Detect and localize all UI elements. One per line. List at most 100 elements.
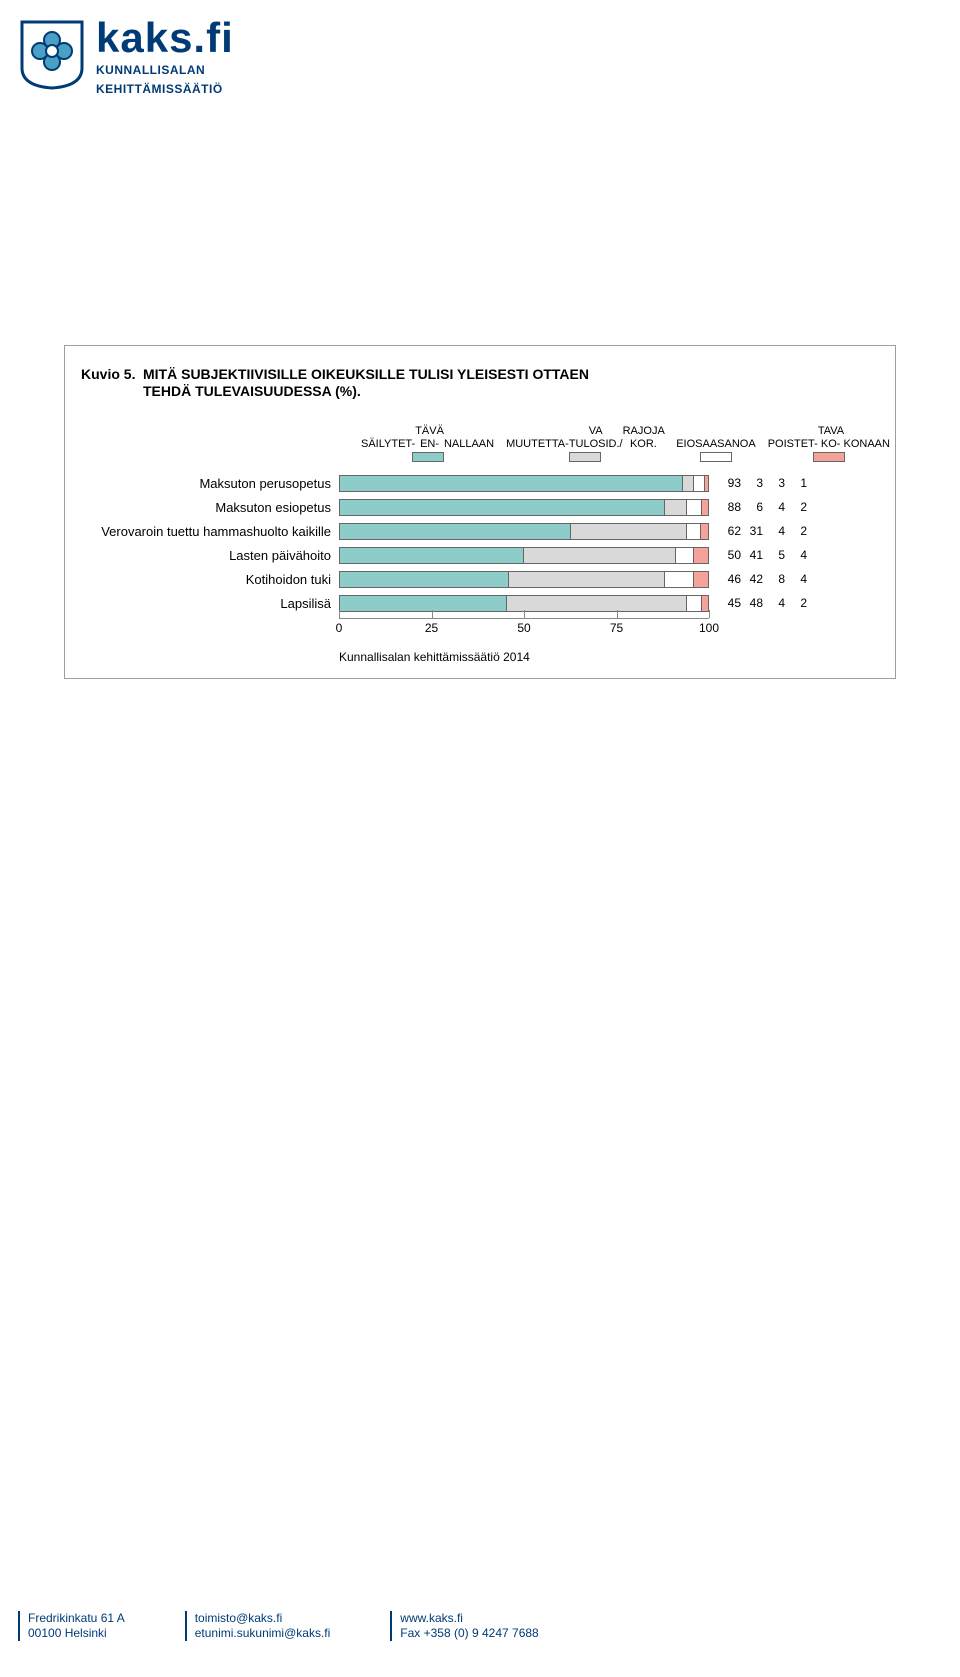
legend-label-line: SÄILYTET- bbox=[361, 438, 415, 450]
legend-label: POISTET-TAVA KO-KONAAN bbox=[768, 412, 890, 450]
bar-segment bbox=[524, 547, 676, 564]
bar-segment bbox=[683, 475, 694, 492]
bar-value: 2 bbox=[785, 524, 807, 538]
bar-segment bbox=[339, 523, 571, 540]
legend-swatch bbox=[569, 452, 601, 462]
chart-title: MITÄ SUBJEKTIIVISILLE OIKEUKSILLE TULISI… bbox=[143, 366, 589, 400]
bar-category-label: Kotihoidon tuki bbox=[246, 572, 331, 587]
bar-value: 6 bbox=[741, 500, 763, 514]
legend-label: EIOSAASANOA bbox=[676, 412, 756, 450]
bar-values: 454842 bbox=[719, 596, 807, 610]
bar-values: 464284 bbox=[719, 572, 807, 586]
bar-value: 41 bbox=[741, 548, 763, 562]
bar-segment bbox=[676, 547, 695, 564]
plot-area: Maksuton perusopetus93331Maksuton esiope… bbox=[339, 474, 709, 646]
bar-stack bbox=[339, 475, 709, 492]
bar-category-label: Lapsilisä bbox=[280, 596, 331, 611]
bar-row: Lasten päivähoito504154 bbox=[339, 546, 709, 567]
footer-line: Fredrikinkatu 61 A bbox=[28, 1611, 125, 1626]
axis-line bbox=[339, 618, 709, 619]
bar-value: 48 bbox=[741, 596, 763, 610]
bar-value: 3 bbox=[741, 476, 763, 490]
bar-segment bbox=[339, 595, 507, 612]
bar-category-label: Verovaroin tuettu hammashuolto kaikille bbox=[101, 524, 331, 539]
legend-label-line: KONAAN bbox=[844, 438, 890, 450]
footer-block: Fredrikinkatu 61 A00100 Helsinki bbox=[18, 1611, 125, 1641]
bar-segment bbox=[694, 475, 705, 492]
bar-segment bbox=[339, 499, 665, 516]
bar-row: Kotihoidon tuki464284 bbox=[339, 570, 709, 591]
bar-segment bbox=[507, 595, 686, 612]
figure-number: Kuvio 5. bbox=[81, 366, 143, 382]
bar-value: 4 bbox=[785, 548, 807, 562]
bar-value: 2 bbox=[785, 596, 807, 610]
bar-value: 8 bbox=[763, 572, 785, 586]
axis-tick bbox=[432, 610, 433, 618]
axis-tick bbox=[617, 610, 618, 618]
legend-label-line: EI bbox=[676, 438, 686, 450]
bar-values: 88642 bbox=[719, 500, 807, 514]
bar-values: 504154 bbox=[719, 548, 807, 562]
bar-value: 88 bbox=[719, 500, 741, 514]
bar-segment bbox=[339, 571, 509, 588]
bar-segment bbox=[339, 547, 524, 564]
bar-category-label: Maksuton perusopetus bbox=[199, 476, 331, 491]
bar-values: 623142 bbox=[719, 524, 807, 538]
bar-value: 5 bbox=[763, 548, 785, 562]
legend-label: MUUTETTA-VA TULOSID./RAJOJA KOR. bbox=[506, 412, 664, 450]
bar-row: Verovaroin tuettu hammashuolto kaikille6… bbox=[339, 522, 709, 543]
logo-sub-1: KUNNALLISALAN bbox=[96, 64, 234, 77]
legend-label-line: VA TULOSID./ bbox=[569, 425, 623, 449]
page-header: kaks.fi KUNNALLISALAN KEHITTÄMISSÄÄTIÖ bbox=[18, 18, 234, 96]
footer-block: www.kaks.fiFax +358 (0) 9 4247 7688 bbox=[390, 1611, 538, 1641]
logo-sub-2: KEHITTÄMISSÄÄTIÖ bbox=[96, 83, 234, 96]
legend-label-line: POISTET- bbox=[768, 438, 818, 450]
chart-source-note: Kunnallisalan kehittämissäätiö 2014 bbox=[81, 650, 879, 664]
bar-value: 4 bbox=[763, 500, 785, 514]
legend-swatch bbox=[700, 452, 732, 462]
legend-label-line: MUUTETTA- bbox=[506, 438, 569, 450]
bar-segment bbox=[665, 571, 695, 588]
axis-tick bbox=[524, 610, 525, 618]
legend-label-line: TÄVÄ EN- bbox=[415, 425, 444, 449]
axis-tick bbox=[709, 610, 710, 618]
chart-frame: Kuvio 5. MITÄ SUBJEKTIIVISILLE OIKEUKSIL… bbox=[64, 345, 896, 679]
bar-segment bbox=[694, 547, 709, 564]
footer-line: etunimi.sukunimi@kaks.fi bbox=[195, 1626, 331, 1641]
legend-item: MUUTETTA-VA TULOSID./RAJOJA KOR. bbox=[506, 412, 664, 462]
bar-segment bbox=[687, 595, 702, 612]
chart-title-line1: MITÄ SUBJEKTIIVISILLE OIKEUKSILLE TULISI… bbox=[143, 366, 589, 382]
bar-segment bbox=[509, 571, 664, 588]
legend-item: POISTET-TAVA KO-KONAAN bbox=[768, 412, 890, 462]
legend-item: EIOSAASANOA bbox=[676, 412, 756, 462]
bar-segment bbox=[702, 595, 709, 612]
bar-category-label: Maksuton esiopetus bbox=[215, 500, 331, 515]
chart-body: Maksuton perusopetus93331Maksuton esiope… bbox=[81, 474, 879, 646]
bar-value: 50 bbox=[719, 548, 741, 562]
bar-value: 3 bbox=[763, 476, 785, 490]
legend-label-line: OSAA bbox=[687, 438, 718, 450]
bar-stack bbox=[339, 523, 709, 540]
legend-label-line: NALLAAN bbox=[444, 438, 494, 450]
footer-line: Fax +358 (0) 9 4247 7688 bbox=[400, 1626, 538, 1641]
bar-value: 4 bbox=[763, 596, 785, 610]
bar-segment bbox=[571, 523, 687, 540]
footer-line: toimisto@kaks.fi bbox=[195, 1611, 331, 1626]
legend-item: SÄILYTET-TÄVÄ EN-NALLAAN bbox=[361, 412, 494, 462]
bar-stack bbox=[339, 547, 709, 564]
axis-tick-label: 50 bbox=[517, 621, 530, 635]
bar-value: 4 bbox=[785, 572, 807, 586]
footer-block: toimisto@kaks.fietunimi.sukunimi@kaks.fi bbox=[185, 1611, 331, 1641]
legend-label-line: RAJOJA KOR. bbox=[623, 425, 665, 449]
kaks-shield-icon bbox=[18, 18, 86, 90]
bar-segment bbox=[701, 523, 708, 540]
logo-brand: kaks.fi bbox=[96, 18, 234, 58]
axis-tick-label: 0 bbox=[336, 621, 343, 635]
axis-tick-label: 100 bbox=[699, 621, 719, 635]
bar-value: 4 bbox=[763, 524, 785, 538]
logo-text-block: kaks.fi KUNNALLISALAN KEHITTÄMISSÄÄTIÖ bbox=[96, 18, 234, 96]
bar-stack bbox=[339, 571, 709, 588]
legend-swatch bbox=[813, 452, 845, 462]
footer-line: www.kaks.fi bbox=[400, 1611, 538, 1626]
chart-legend: SÄILYTET-TÄVÄ EN-NALLAAN MUUTETTA-VA TULO… bbox=[81, 412, 879, 462]
